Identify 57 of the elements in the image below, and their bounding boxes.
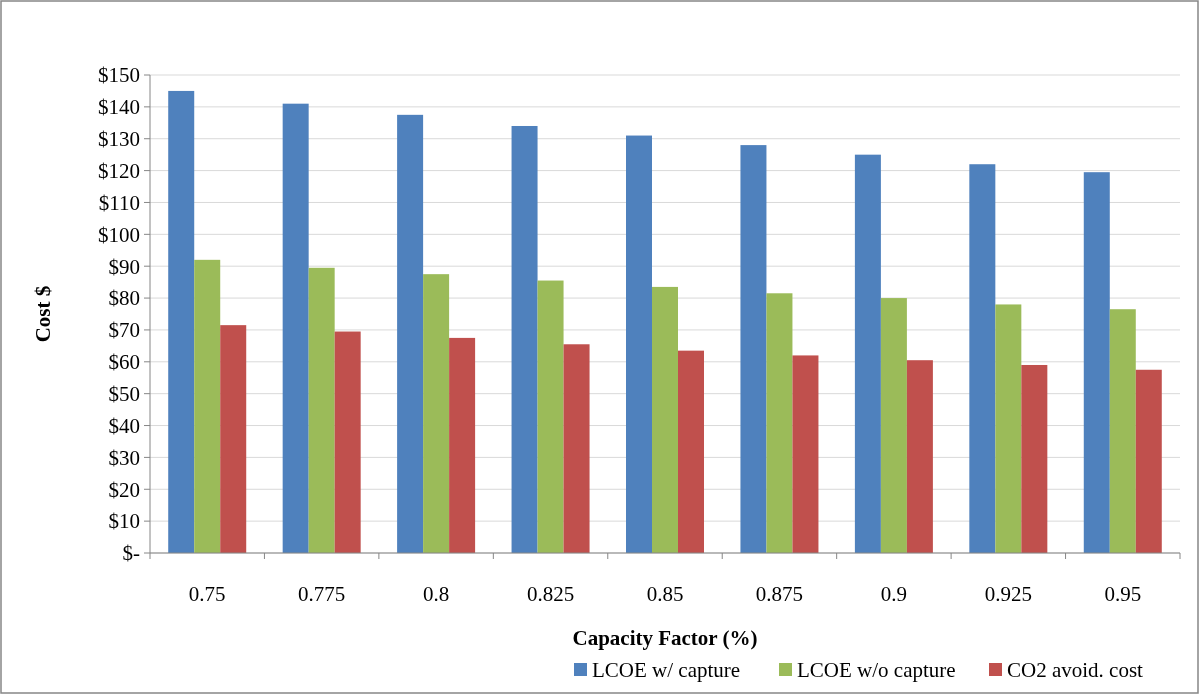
x-tick-label: 0.8 — [422, 582, 450, 606]
bar — [969, 164, 996, 553]
x-tick-label: 0.85 — [646, 582, 684, 606]
x-tick-label: 0.775 — [298, 582, 346, 606]
y-tick-label: $130 — [98, 127, 140, 152]
bar — [652, 286, 678, 553]
bar — [766, 293, 793, 553]
x-tick-label: 0.75 — [188, 582, 226, 606]
y-tick-label: $80 — [108, 286, 140, 311]
y-tick-label: $90 — [108, 254, 140, 279]
y-tick-label: $- — [122, 541, 140, 566]
x-tick-label: 0.95 — [1104, 582, 1142, 606]
y-tick-label: $120 — [98, 158, 140, 183]
bar — [906, 360, 933, 553]
bar — [423, 274, 450, 553]
bar — [334, 331, 361, 553]
bar — [1135, 369, 1162, 553]
bar — [308, 267, 335, 553]
y-tick-label: $40 — [108, 413, 140, 438]
bar — [449, 337, 476, 553]
y-tick-label: $30 — [108, 445, 140, 470]
x-tick-label: 0.875 — [755, 582, 804, 606]
y-tick-label: $50 — [108, 382, 140, 407]
bar — [880, 298, 907, 553]
y-tick-label: $140 — [98, 95, 140, 120]
y-tick-label: $60 — [108, 350, 140, 375]
legend-label: CO2 avoid. cost — [1007, 658, 1144, 682]
y-tick-label: $150 — [98, 63, 140, 88]
bar — [168, 90, 195, 553]
y-tick-label: $10 — [108, 509, 140, 534]
bar — [220, 325, 247, 553]
y-axis-title: Cost $ — [31, 285, 55, 343]
y-tick-label: $20 — [108, 477, 140, 502]
bar — [282, 103, 309, 553]
bar — [537, 280, 564, 553]
bar — [511, 125, 538, 553]
x-tick-label: 0.9 — [880, 582, 908, 606]
bar — [1109, 309, 1136, 553]
y-tick-label: $110 — [98, 190, 140, 215]
bar — [397, 114, 424, 553]
bar — [194, 259, 221, 553]
y-tick-label: $70 — [108, 318, 140, 343]
x-tick-label: 0.825 — [526, 582, 575, 606]
legend-label: LCOE w/o capture — [797, 658, 956, 682]
y-tick-label: $100 — [98, 222, 140, 247]
legend-label: LCOE w/ capture — [592, 658, 741, 682]
bar — [678, 350, 704, 553]
bar — [1083, 172, 1110, 553]
bar — [995, 304, 1022, 553]
bar — [563, 344, 590, 553]
bar — [854, 154, 881, 553]
bar — [792, 355, 819, 553]
x-axis-title: Capacity Factor (%) — [572, 626, 758, 650]
bar — [740, 145, 767, 553]
x-tick-label: 0.925 — [984, 582, 1032, 606]
bar — [626, 135, 652, 553]
bar — [1021, 364, 1048, 553]
